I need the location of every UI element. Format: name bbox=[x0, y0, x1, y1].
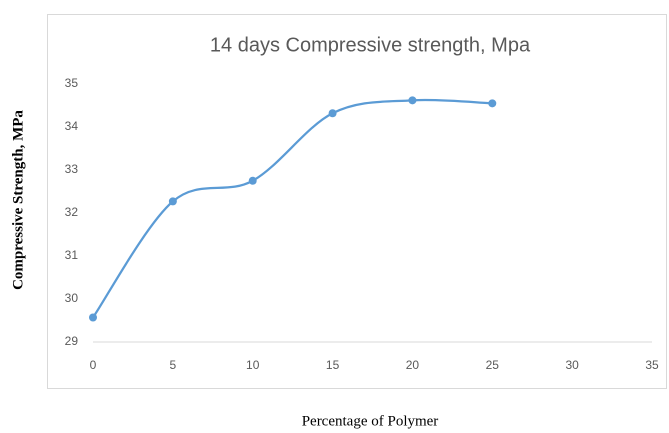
x-tick-label: 15 bbox=[326, 358, 340, 372]
y-tick-label: 33 bbox=[65, 162, 79, 176]
point bbox=[408, 96, 417, 105]
point bbox=[488, 99, 497, 108]
point bbox=[328, 109, 337, 118]
x-axis-title: Percentage of Polymer bbox=[302, 413, 439, 429]
x-tick-label: 0 bbox=[90, 358, 97, 372]
y-tick-label: 32 bbox=[65, 205, 79, 219]
y-tick-label: 35 bbox=[65, 76, 79, 90]
chart-frame bbox=[47, 14, 667, 389]
y-tick-label: 30 bbox=[65, 291, 79, 305]
point bbox=[89, 313, 97, 322]
y-tick-label: 34 bbox=[65, 119, 79, 133]
point bbox=[168, 197, 177, 206]
x-tick-label: 10 bbox=[246, 358, 260, 372]
chart-title: 14 days Compressive strength, Mpa bbox=[210, 34, 531, 56]
x-tick-label: 30 bbox=[565, 358, 579, 372]
y-tick-label: 29 bbox=[65, 334, 79, 348]
x-tick-label: 25 bbox=[486, 358, 500, 372]
point bbox=[248, 176, 257, 185]
y-axis-title: Compressive Strength, MPa bbox=[10, 110, 26, 290]
x-tick-label: 35 bbox=[645, 358, 659, 372]
y-tick-label: 31 bbox=[65, 248, 79, 262]
x-tick-label: 5 bbox=[170, 358, 177, 372]
x-tick-label: 20 bbox=[406, 358, 420, 372]
